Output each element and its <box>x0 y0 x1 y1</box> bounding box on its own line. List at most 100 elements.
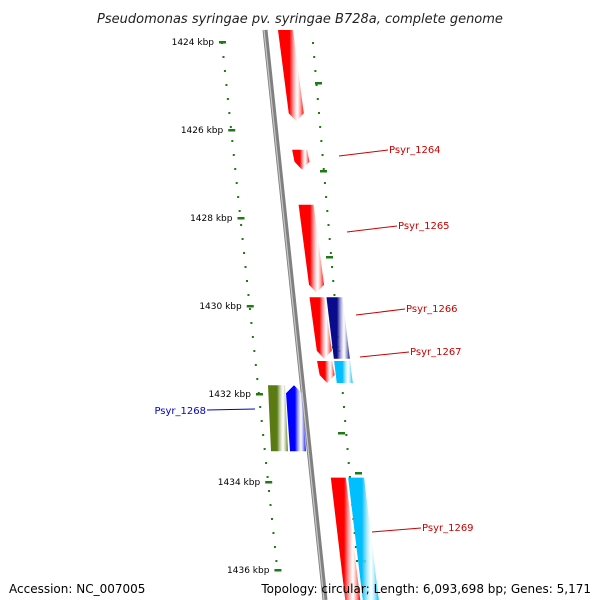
track-tick <box>338 432 345 435</box>
gene-label: Psyr_1264 <box>389 145 441 156</box>
track-tick <box>326 256 333 259</box>
ruler-dot <box>265 462 268 464</box>
track-dot <box>332 280 335 282</box>
track-dot <box>347 462 350 464</box>
label-leader <box>359 351 410 358</box>
ruler-dot <box>240 224 243 226</box>
track-dot <box>354 546 357 548</box>
label-leader <box>371 527 422 533</box>
ruler-dot <box>269 504 272 506</box>
track-dot <box>329 252 332 254</box>
gene-arrow <box>286 385 306 452</box>
ruler-tick-label: 1424 kbp <box>172 38 215 48</box>
ruler-dot <box>254 364 257 366</box>
track-tick <box>315 82 322 85</box>
topology-text: Topology: circular; Length: 6,093,698 bp… <box>261 582 591 596</box>
map-title: Pseudomonas syringae pv. syringae B728a,… <box>97 12 503 27</box>
label-leader <box>206 408 256 411</box>
ruler-tick <box>246 305 254 308</box>
gene-label: Psyr_1267 <box>410 347 462 358</box>
track-dot <box>313 56 316 58</box>
ruler-dot <box>262 434 265 436</box>
kbp-ruler: 1424 kbp 1426 kbp 1428 kbp 1430 kbp 1432 kbp… <box>172 38 366 576</box>
ruler-dot <box>223 70 226 72</box>
ruler-tick-label: 1436 kbp <box>227 566 270 576</box>
ruler-dot <box>237 196 240 198</box>
gene-arrow <box>309 297 332 359</box>
ruler-dot <box>260 420 263 422</box>
ruler-dot <box>234 168 237 170</box>
label-leader <box>346 225 398 233</box>
ruler-tick-label: 1432 kbp <box>209 390 252 400</box>
gene-arrow <box>317 361 335 383</box>
ruler-dot <box>232 154 235 156</box>
ruler-tick-label: 1428 kbp <box>190 214 233 224</box>
ruler-dot <box>241 238 244 240</box>
ruler-dot <box>250 322 253 324</box>
ruler-dot <box>244 266 247 268</box>
track-dot <box>325 196 328 198</box>
track-dot <box>356 560 359 562</box>
track-dot <box>314 70 317 72</box>
track-dot <box>331 266 334 268</box>
gene-arrow <box>326 297 350 359</box>
accession-text: Accession: NC_007005 <box>9 582 146 596</box>
track-tick <box>320 170 327 173</box>
ruler-dot <box>256 378 259 380</box>
ruler-tick <box>219 41 226 44</box>
gene-arrow <box>334 361 353 383</box>
gene-arrow <box>348 477 379 600</box>
ruler-dot <box>248 308 251 310</box>
ruler-dot <box>253 350 256 352</box>
gene-arrow <box>268 385 288 452</box>
track-tick <box>355 472 362 475</box>
ruler-dot <box>222 56 225 58</box>
gene-arrow <box>298 204 325 293</box>
gene-label: Psyr_1268 <box>154 406 206 417</box>
track-dot <box>322 168 325 170</box>
gene-arrow <box>292 149 310 170</box>
label-leader <box>338 149 389 157</box>
ruler-dot <box>245 280 248 282</box>
track-dot <box>321 154 324 156</box>
gene-arrow <box>278 30 304 122</box>
ruler-tick-label: 1426 kbp <box>181 126 224 136</box>
track-dot <box>342 406 345 408</box>
track-dot <box>348 476 351 478</box>
gene-label: Psyr_1265 <box>398 221 450 232</box>
track-dot <box>341 392 344 394</box>
ruler-tick-label: 1434 kbp <box>218 478 261 488</box>
ruler-dot <box>235 182 238 184</box>
backbone-line <box>262 29 328 600</box>
ruler-dot <box>243 252 246 254</box>
track-dot <box>345 434 348 436</box>
track-dot <box>323 182 326 184</box>
track-dot <box>320 140 323 142</box>
track-dot <box>327 224 330 226</box>
ruler-dot <box>231 140 234 142</box>
ruler-dot <box>225 84 228 86</box>
ruler-tick <box>265 481 273 484</box>
genome-backbone <box>262 29 328 600</box>
track-dot <box>328 238 331 240</box>
ruler-dot <box>270 518 273 520</box>
gene-labels: Psyr_1264 Psyr_1265 Psyr_1266 Psyr_1267 Psyr… <box>154 145 473 534</box>
gene-arrow <box>330 477 361 600</box>
track-dot <box>317 112 320 114</box>
ruler-dot <box>275 560 278 562</box>
ruler-tick-label: 1430 kbp <box>199 302 242 312</box>
ruler-dot <box>229 126 232 128</box>
gene-label: Psyr_1266 <box>406 304 458 315</box>
gene-features <box>268 30 379 600</box>
track-dot <box>346 448 349 450</box>
ruler-dot <box>228 112 231 114</box>
track-dot <box>326 210 329 212</box>
ruler-dot <box>263 448 266 450</box>
track-dot <box>315 84 318 86</box>
ruler-tick <box>228 129 236 132</box>
track-dot <box>319 126 322 128</box>
track-dot <box>316 98 319 100</box>
ruler-tick <box>255 393 263 396</box>
track-dot <box>353 532 356 534</box>
